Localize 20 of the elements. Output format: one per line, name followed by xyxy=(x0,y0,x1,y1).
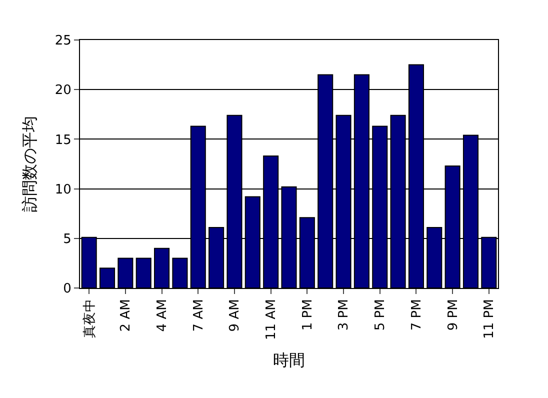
x-tick-label: 7 AM xyxy=(191,299,206,332)
x-axis-title: 時間 xyxy=(273,350,305,370)
y-tick-label: 10 xyxy=(54,182,72,198)
x-tick-label: 7 PM xyxy=(409,299,424,331)
x-tick-label: 9 PM xyxy=(446,299,461,331)
x-tick-label: 11 PM xyxy=(482,299,498,339)
y-tick-label: 5 xyxy=(63,232,72,247)
y-axis-title: 訪問数の平均 xyxy=(20,116,39,212)
x-tick-label: 2 AM xyxy=(118,299,134,332)
x-tick-label: 4 AM xyxy=(155,299,170,332)
y-tick-label: 25 xyxy=(54,34,72,49)
x-tick-label: 9 AM xyxy=(228,299,243,332)
x-tick-label: 1 PM xyxy=(300,299,316,331)
x-tick-label: 5 PM xyxy=(373,299,388,331)
y-tick-label: 20 xyxy=(54,83,72,98)
x-tick-label: 真夜中 xyxy=(81,299,98,338)
y-tick-label: 0 xyxy=(63,282,72,297)
y-tick-label: 15 xyxy=(54,132,72,148)
x-tick-label: 3 PM xyxy=(336,299,352,331)
x-tick-label: 11 AM xyxy=(264,299,280,340)
